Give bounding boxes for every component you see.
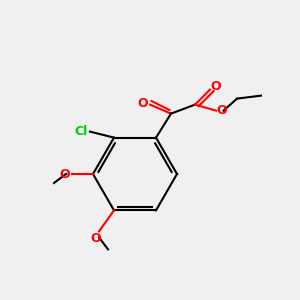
Text: O: O	[217, 104, 227, 117]
Text: Cl: Cl	[74, 125, 88, 138]
Text: O: O	[59, 167, 70, 181]
Text: O: O	[91, 232, 101, 245]
Text: O: O	[137, 97, 148, 110]
Text: O: O	[211, 80, 221, 93]
